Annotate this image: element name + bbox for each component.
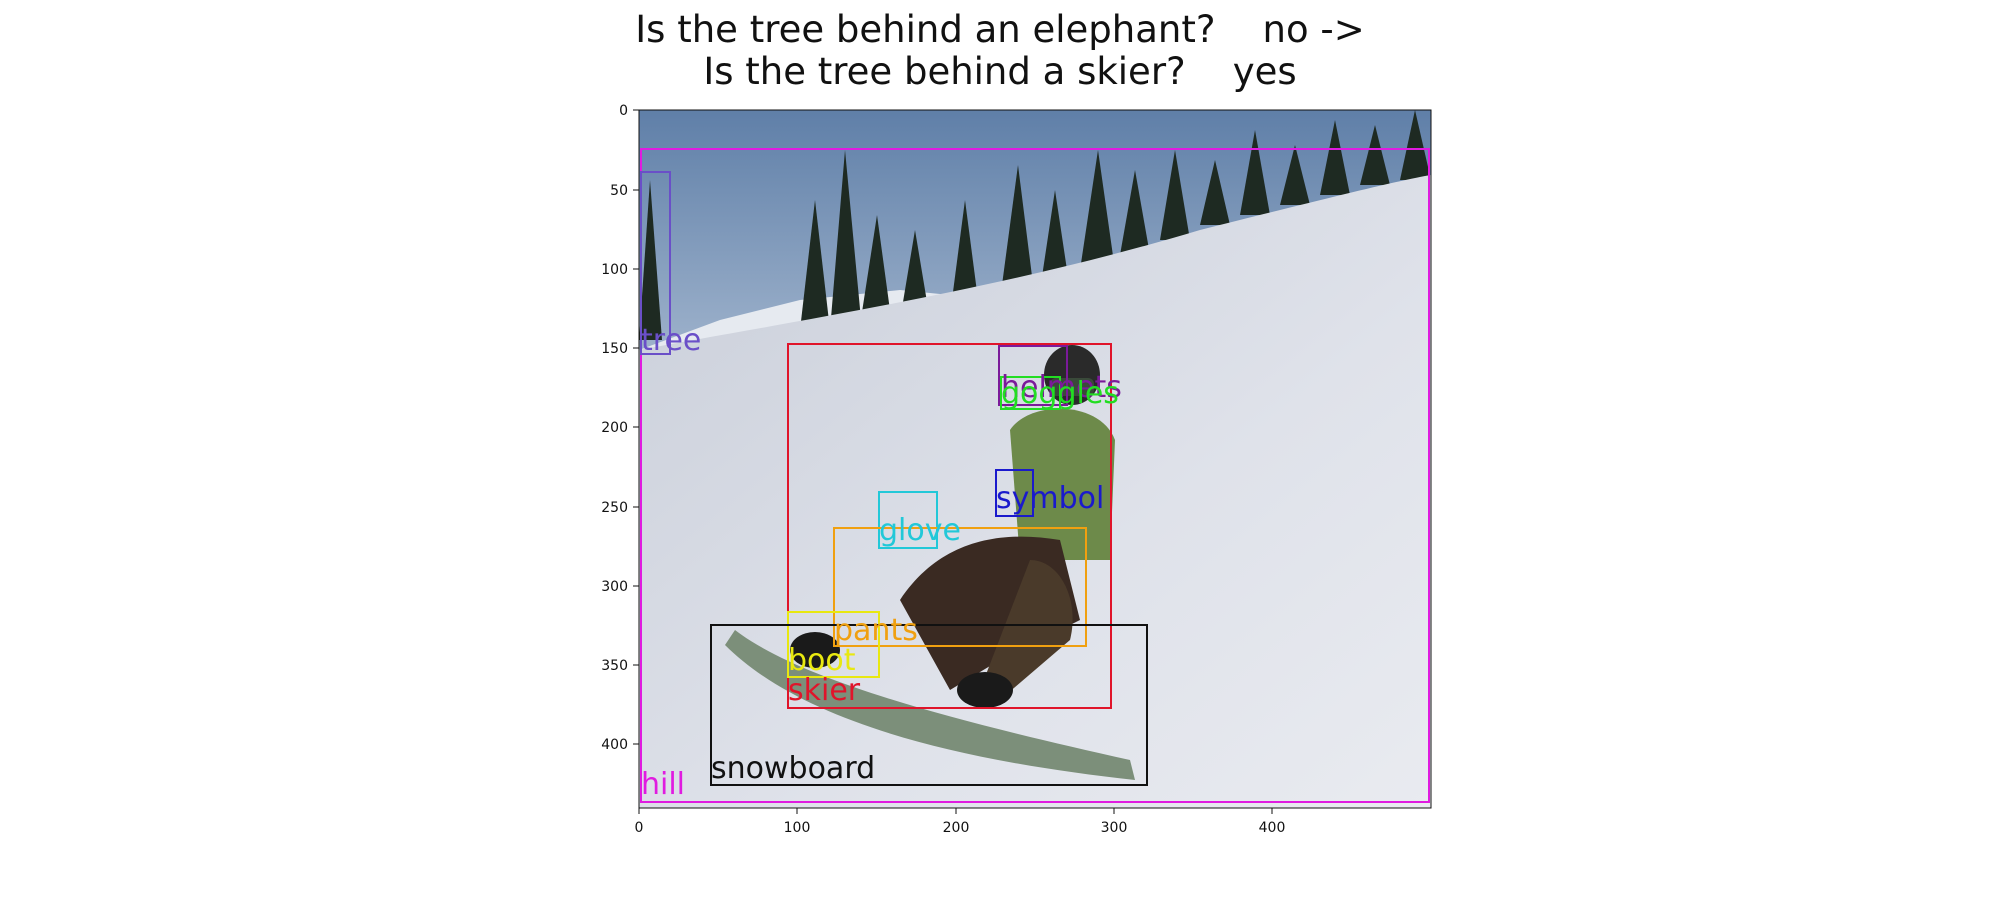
x-tick-label: 0 xyxy=(635,820,644,836)
symbol-bbox xyxy=(995,469,1034,517)
y-tick-label: 350 xyxy=(601,658,628,674)
tick-marks xyxy=(633,109,1273,814)
hill-bbox xyxy=(640,148,1430,803)
x-tick-label: 400 xyxy=(1259,820,1286,836)
snowboard-bbox xyxy=(710,624,1148,786)
y-tick-label: 100 xyxy=(601,262,628,278)
symbol-label: symbol xyxy=(996,481,1104,516)
boot-bbox xyxy=(787,611,880,678)
image-frame xyxy=(638,109,1432,809)
x-tick-label: 200 xyxy=(943,820,970,836)
skier-label: skier xyxy=(788,673,861,708)
tree-bbox xyxy=(640,171,671,355)
x-tick-label: 300 xyxy=(1101,820,1128,836)
pants-label: pants xyxy=(834,613,918,648)
x-tick-label: 100 xyxy=(784,820,811,836)
title-question-2: Is the tree behind a skier? yes xyxy=(703,50,1297,93)
y-tick-label: 200 xyxy=(601,420,628,436)
title-question-1: Is the tree behind an elephant? no -> xyxy=(635,8,1365,51)
y-tick-label: 400 xyxy=(601,737,628,753)
photo xyxy=(639,110,1431,808)
hill-label: hill xyxy=(641,767,685,802)
skier-bbox xyxy=(787,343,1112,709)
y-tick-label: 300 xyxy=(601,579,628,595)
y-tick-label: 50 xyxy=(610,183,628,199)
helmets-label: helmets xyxy=(1001,370,1122,405)
glove-label: glove xyxy=(879,513,961,548)
tree-label: tree xyxy=(641,323,701,358)
skier-figure xyxy=(725,345,1135,780)
goggles-label: goggles xyxy=(1001,376,1119,411)
boot-label: boot xyxy=(788,643,856,678)
y-tick-label: 250 xyxy=(601,500,628,516)
pants-bbox xyxy=(833,527,1087,647)
helmets-bbox xyxy=(998,345,1068,406)
goggles-bbox xyxy=(1000,376,1061,410)
snowboard-label: snowboard xyxy=(711,751,875,786)
y-tick-label: 150 xyxy=(601,341,628,357)
y-tick-label: 0 xyxy=(619,103,628,119)
tree-line xyxy=(639,110,1431,340)
glove-bbox xyxy=(878,491,938,549)
